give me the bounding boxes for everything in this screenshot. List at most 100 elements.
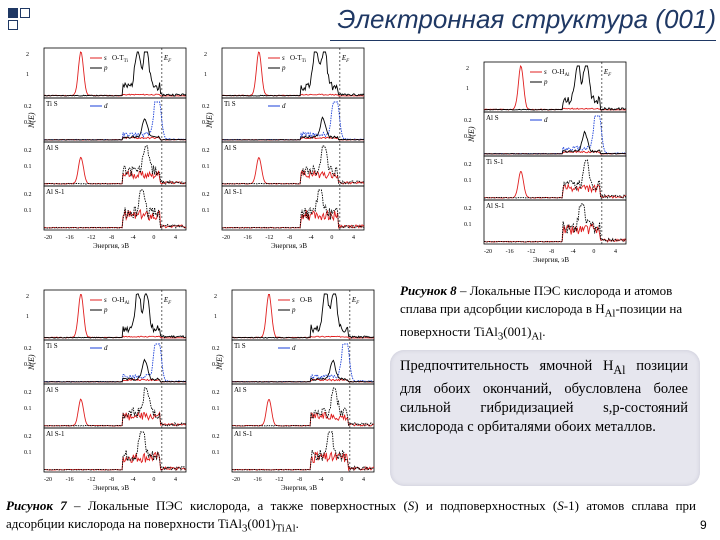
y-tick-label: 0.1 <box>24 362 32 368</box>
y-tick-label: 0.2 <box>24 346 32 352</box>
dos-subplot-frame <box>43 383 187 429</box>
y-tick-label: 0.1 <box>464 222 472 228</box>
figure-7-text-d: (001) <box>247 516 276 531</box>
metal-p-curve <box>44 189 187 229</box>
layer-label: Al S <box>224 144 237 152</box>
fermi-level-label: EF <box>341 54 350 64</box>
dos-plot-svg: 210.20.10.20.10.20.1N(E)-20 -16 -12 -8 -4 0 4Э… <box>212 289 375 492</box>
figure-7-s: S <box>407 498 415 513</box>
x-axis-label: Энергия, эВ <box>281 484 317 492</box>
dos-plot-svg: 210.20.10.20.10.20.1N(E)-20 -16 -12 -8 -4 0 4Э… <box>24 289 187 492</box>
dos-panel-1: 2 1 0.2 0.1 0.2 0.1 0.2 0.1 N(E) -20 -16 -12 -8 -4 0 4 Э… <box>22 44 192 252</box>
legend-p-label: p <box>281 64 286 72</box>
layer-label: Al S-1 <box>234 430 253 438</box>
oxygen-p-curve <box>43 293 187 339</box>
metal-p-curve <box>231 387 375 427</box>
figure-8-text-end: . <box>542 323 546 339</box>
page-number: 9 <box>700 518 707 532</box>
x-tick-label: -12 <box>87 235 95 241</box>
y-tick-label: 0.2 <box>24 104 32 110</box>
layer-label: Ti S <box>46 342 58 350</box>
x-tick-label: 4 <box>362 477 365 483</box>
x-tick-label: 0 <box>152 477 155 483</box>
dos-panel-3: 2 1 0.2 0.1 0.2 0.1 0.2 0.1 N(E) -20 -16 -12 -8 -4 0 4 Э… <box>462 58 632 266</box>
x-tick-label: -16 <box>66 477 74 483</box>
adsorption-site-label: O-TTi <box>112 54 129 64</box>
adsorption-site-label: O-HAl <box>112 296 130 306</box>
figure-8-text: – Локальные ПЭС кислорода и атомов сплав… <box>400 283 673 316</box>
x-tick-label: -4 <box>309 235 314 241</box>
x-axis-label: Энергия, эВ <box>271 242 307 250</box>
x-tick-label: 4 <box>174 477 177 483</box>
figure-7-text-e: . <box>295 516 299 531</box>
x-tick-label: -20 <box>232 477 240 483</box>
y-tick-label: 2 <box>26 294 29 300</box>
legend-s-label: s <box>104 54 107 62</box>
metal-p-curve <box>44 387 187 427</box>
y-tick-label: 2 <box>466 66 469 72</box>
figure-8-text-tail: (001) <box>503 323 532 339</box>
x-tick-label: -20 <box>222 235 230 241</box>
dos-subplot-frame <box>43 185 187 231</box>
y-tick-label: 0.2 <box>24 148 32 154</box>
metal-p-curve <box>483 130 627 155</box>
dos-subplot-frame <box>221 185 365 231</box>
y-axis-label: N(E) <box>27 354 36 371</box>
x-tick-label: 0 <box>330 235 333 241</box>
layer-label: Al S-1 <box>486 202 505 210</box>
oxygen-p-curve <box>484 65 626 111</box>
y-tick-label: 1 <box>466 86 469 92</box>
y-tick-label: 0.1 <box>464 134 472 140</box>
y-tick-label: 0.2 <box>212 390 220 396</box>
figure-7-sub1: 3 <box>241 522 248 535</box>
y-tick-label: 0.2 <box>24 390 32 396</box>
x-tick-label: -12 <box>275 477 283 483</box>
y-tick-label: 0.1 <box>202 120 210 126</box>
metal-p-curve <box>43 145 186 185</box>
metal-s-curve <box>232 399 375 427</box>
x-tick-label: -8 <box>287 235 292 241</box>
figure-7-text-b: ) и подповерхностных ( <box>414 498 558 513</box>
metal-d-curve <box>231 343 375 383</box>
x-tick-label: -8 <box>549 249 554 255</box>
y-axis-label: N(E) <box>27 112 36 129</box>
figure-8-lead: Рисунок 8 <box>400 283 457 298</box>
y-tick-label: 2 <box>214 294 217 300</box>
layer-label: Al S-1 <box>46 430 65 438</box>
metal-p-curve <box>43 431 187 472</box>
figure-7-caption: Рисунок 7 – Локальные ПЭС кислорода, а т… <box>6 497 696 538</box>
x-tick-label: 4 <box>352 235 355 241</box>
slide-title: Электронная структура (001) <box>337 4 716 34</box>
layer-label: Al S <box>234 386 247 394</box>
y-tick-label: 0.1 <box>464 178 472 184</box>
figure-8-sub3: Al <box>531 330 543 343</box>
y-axis-label: N(E) <box>205 112 214 129</box>
y-tick-label: 2 <box>204 52 207 58</box>
figure-8-sub1: Al <box>604 307 616 320</box>
y-tick-label: 0.1 <box>212 362 220 368</box>
callout-sub: Al <box>613 362 626 377</box>
layer-label: Al S <box>46 386 59 394</box>
figure-8-sub2: 3 <box>497 330 504 343</box>
y-tick-label: 0.2 <box>24 434 32 440</box>
y-axis-label: N(E) <box>215 354 224 371</box>
title-bullet-filled <box>8 8 18 18</box>
oxygen-p-curve <box>43 51 187 97</box>
x-tick-label: -12 <box>527 249 535 255</box>
callout-text-b: позиции для обоих окончаний, обусловлена… <box>400 358 689 435</box>
metal-p-curve <box>483 203 627 243</box>
x-tick-label: -20 <box>44 477 52 483</box>
figure-8-caption: Рисунок 8 – Локальные ПЭС кислорода и ат… <box>400 282 690 345</box>
y-tick-label: 0.2 <box>464 118 472 124</box>
metal-s-curve <box>43 451 187 471</box>
metal-p-curve <box>231 431 375 472</box>
dos-subplot-frame <box>43 427 187 473</box>
x-tick-label: 0 <box>592 249 595 255</box>
y-tick-label: 0.1 <box>24 164 32 170</box>
y-tick-label: 0.1 <box>212 450 220 456</box>
metal-p-curve <box>231 359 375 383</box>
legend-s-label: s <box>282 54 285 62</box>
dos-panel-5: 2 1 0.2 0.1 0.2 0.1 0.2 0.1 N(E) -20 -16 -12 -8 -4 0 4 Э… <box>210 286 380 494</box>
callout-text-a: Предпочтительность ямочной H <box>400 358 614 374</box>
dos-plot-svg: 210.20.10.20.10.20.1N(E)-20 -16 -12 -8 -4 0 4Э… <box>202 47 365 250</box>
